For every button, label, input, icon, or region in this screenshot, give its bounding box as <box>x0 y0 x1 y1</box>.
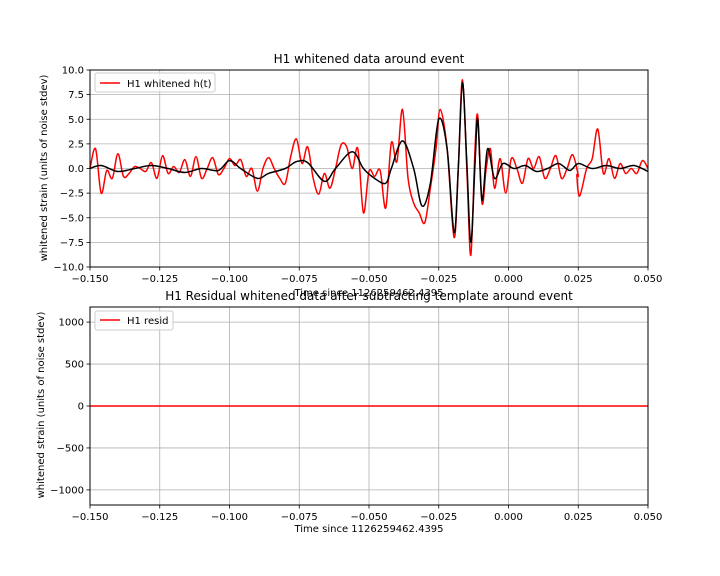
x-tick-label: −0.025 <box>420 512 457 523</box>
x-tick-label: −0.125 <box>141 512 178 523</box>
x-tick-label: −0.100 <box>211 274 248 285</box>
chart-title: H1 Residual whitened data after subtract… <box>165 289 573 303</box>
x-tick-label: −0.025 <box>420 274 457 285</box>
y-tick-label: 500 <box>65 360 84 371</box>
y-tick-label: 5.0 <box>68 115 84 126</box>
series-line-2 <box>89 82 649 244</box>
x-tick-label: −0.125 <box>141 274 178 285</box>
chart-title: H1 whitened data around event <box>274 52 465 66</box>
y-axis-label: whitened strain (units of noise stdev) <box>36 312 47 499</box>
y-tick-label: −5.0 <box>60 213 84 224</box>
y-tick-label: 10.0 <box>62 66 84 77</box>
x-tick-label: −0.150 <box>71 274 108 285</box>
y-tick-label: −500 <box>57 443 84 454</box>
x-tick-label: −0.075 <box>281 274 318 285</box>
x-tick-label: −0.050 <box>350 512 387 523</box>
legend-label: H1 resid <box>127 316 168 327</box>
y-tick-label: −1000 <box>50 485 84 496</box>
x-tick-label: 0.025 <box>564 512 593 523</box>
y-axis-label: whitened strain (units of noise stdev) <box>39 75 50 262</box>
panel-whitened-data: −0.150 −0.125 −0.100 −0.075 −0.050 −0.025 0.00… <box>39 52 662 299</box>
x-tick-label: 0.025 <box>564 274 593 285</box>
x-tick-label: 0.050 <box>634 512 663 523</box>
x-tick-label: 0.000 <box>494 512 523 523</box>
x-tick-label: −0.050 <box>350 274 387 285</box>
y-tick-label: −7.5 <box>60 238 84 249</box>
x-tick-label: 0.050 <box>634 274 663 285</box>
legend: H1 resid <box>94 310 174 331</box>
x-axis-label: Time since 1126259462.4395 <box>293 288 443 299</box>
y-tick-label: 1000 <box>59 318 84 329</box>
legend: H1 whitened h(t) <box>94 72 216 93</box>
x-tick-label: −0.100 <box>211 512 248 523</box>
x-tick-label: 0.000 <box>494 274 523 285</box>
y-tick-label: 0.0 <box>68 164 84 175</box>
panel-residual: −0.150 −0.125 −0.100 −0.075 −0.050 −0.025 0.00… <box>36 289 662 535</box>
x-axis-label: Time since 1126259462.4395 <box>293 524 443 535</box>
y-tick-label: −2.5 <box>60 189 84 200</box>
y-tick-label: 2.5 <box>68 139 84 150</box>
y-tick-label: −10.0 <box>53 263 84 274</box>
y-tick-label: 7.5 <box>68 90 84 101</box>
x-tick-label: −0.150 <box>71 512 108 523</box>
x-tick-label: −0.075 <box>281 512 318 523</box>
legend-label: H1 whitened h(t) <box>127 79 212 90</box>
y-tick-label: 0 <box>78 402 84 413</box>
